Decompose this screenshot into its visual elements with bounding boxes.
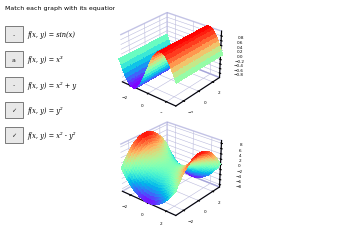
- Bar: [5, 77, 23, 93]
- Text: f(x, y) = x³: f(x, y) = x³: [28, 56, 63, 64]
- Bar: [5, 52, 23, 68]
- Text: f(x, y) = x² + y: f(x, y) = x² + y: [28, 81, 77, 89]
- Bar: [5, 102, 23, 118]
- Text: f(x, y) = y²: f(x, y) = y²: [28, 106, 63, 114]
- Text: ✓: ✓: [11, 133, 16, 138]
- Text: -: -: [13, 83, 15, 88]
- Text: a: a: [12, 58, 16, 63]
- Text: f(x, y) = sin(x): f(x, y) = sin(x): [28, 31, 76, 39]
- Text: b.: b.: [149, 173, 157, 182]
- Text: Match each graph with its equation.: Match each graph with its equation.: [5, 6, 118, 11]
- Text: f(x, y) = x² - y²: f(x, y) = x² - y²: [28, 131, 76, 139]
- Text: -: -: [13, 33, 15, 38]
- Text: ✓: ✓: [11, 108, 16, 113]
- Bar: [5, 127, 23, 143]
- Text: a.: a.: [149, 57, 156, 66]
- Bar: [5, 27, 23, 43]
